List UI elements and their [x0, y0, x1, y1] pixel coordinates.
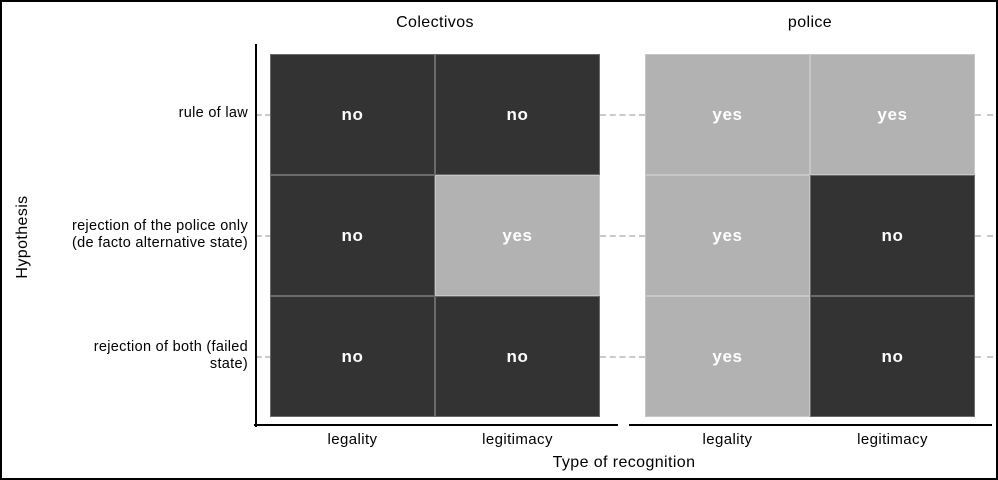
gridline-dash: [257, 355, 270, 358]
panel-colectivos: no no no yes no no: [270, 54, 600, 417]
x-tick-label: legitimacy: [857, 431, 928, 448]
gridline-dash: [600, 234, 645, 237]
tile-colectivos-r2-legality: no: [270, 175, 435, 296]
y-tick-label-line: (de facto alternative state): [71, 234, 248, 251]
tile-police-r1-legality: yes: [645, 54, 810, 175]
facet-title-police: police: [787, 14, 833, 31]
y-tick-label-line: rejection of the police only: [71, 217, 248, 234]
gridline-dash: [600, 113, 645, 116]
x-tick-label: legitimacy: [482, 431, 553, 448]
tile-police-r3-legality: yes: [645, 296, 810, 417]
x-axis-line: [629, 424, 992, 426]
tile-police-r2-legitimacy: no: [810, 175, 975, 296]
gridline-dash: [257, 113, 270, 116]
facet-title-colectivos: Colectivos: [396, 14, 474, 31]
gridline-dash: [975, 355, 993, 358]
x-tick-label: legality: [702, 431, 753, 448]
x-axis-line: [254, 424, 618, 426]
panel-police: yes yes yes no yes no: [645, 54, 975, 417]
gridline-dash: [975, 234, 993, 237]
gridline-dash: [257, 234, 270, 237]
y-tick-label: rule of law: [2, 105, 248, 122]
tile-colectivos-r1-legality: no: [270, 54, 435, 175]
y-tick-label: rejection of the police only (de facto al…: [2, 217, 248, 252]
gridline-dash: [600, 355, 645, 358]
y-tick-label-line: rule of law: [178, 105, 248, 121]
gridline-dash: [975, 113, 993, 116]
y-tick-label-line: state): [209, 355, 248, 372]
y-tick-label-line: rejection of both (failed: [93, 338, 248, 355]
y-axis-line: [255, 44, 257, 427]
y-tick-label: rejection of both (failed state): [2, 338, 248, 373]
tile-colectivos-r3-legality: no: [270, 296, 435, 417]
x-axis-title: Type of recognition: [552, 454, 696, 471]
tile-colectivos-r2-legitimacy: yes: [435, 175, 600, 296]
tile-colectivos-r3-legitimacy: no: [435, 296, 600, 417]
tile-colectivos-r1-legitimacy: no: [435, 54, 600, 175]
x-tick-label: legality: [327, 431, 378, 448]
tile-police-r1-legitimacy: yes: [810, 54, 975, 175]
tile-police-r2-legality: yes: [645, 175, 810, 296]
tile-police-r3-legitimacy: no: [810, 296, 975, 417]
